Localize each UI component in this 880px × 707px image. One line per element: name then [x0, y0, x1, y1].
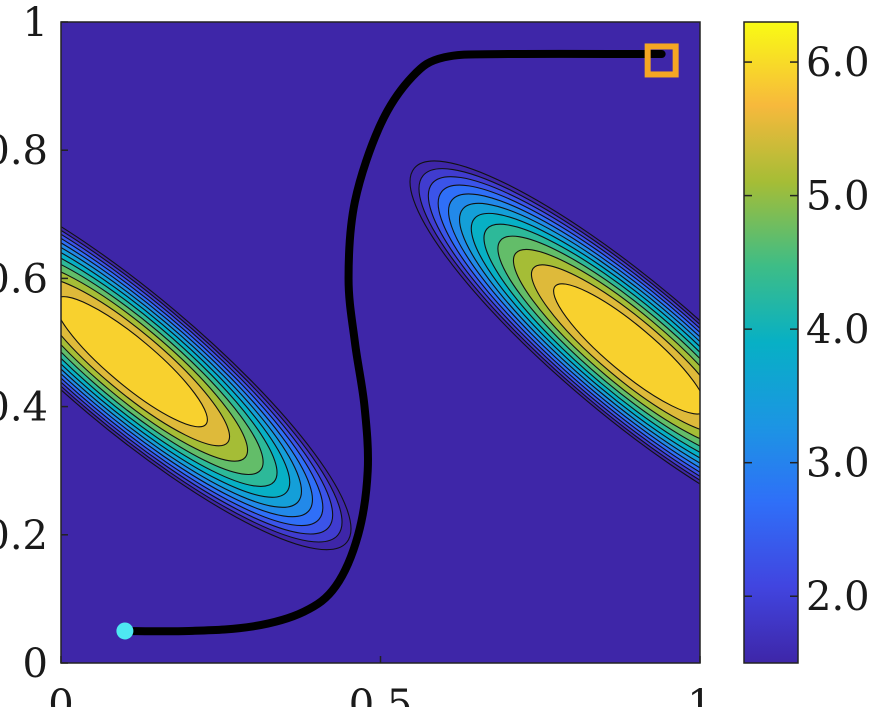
end-marker [644, 43, 679, 78]
x-tick-label: 0.5 [349, 682, 413, 707]
contour-level-0-11 [61, 296, 208, 428]
contour-level-1-11 [553, 283, 700, 415]
colorbar-tick-label: 4.0 [806, 307, 870, 353]
optimal-path-line [120, 49, 666, 636]
colorbar-tick-label: 3.0 [806, 441, 870, 487]
path-layer [120, 49, 666, 636]
y-tick-label: 0.2 [0, 513, 48, 559]
colorbar-tick-label: 5.0 [806, 174, 870, 220]
start-marker [116, 622, 134, 640]
colorbar-tick-label: 6.0 [806, 40, 870, 86]
colorbar-ticks: 2.0 3.0 4.0 5.0 6.0 [744, 40, 870, 620]
y-tick-label: 0 [23, 641, 48, 687]
x-tick-label: 1 [687, 682, 712, 707]
plot-area [60, 21, 701, 664]
colorbar: 2.0 3.0 4.0 5.0 6.0 [743, 21, 870, 664]
y-tick-label: 0.8 [0, 128, 48, 174]
x-axis-ticks: 0 0.5 1 [48, 656, 713, 707]
y-tick-label: 0.4 [0, 385, 48, 431]
y-tick-label: 0.6 [0, 256, 48, 302]
colorbar-gradient [743, 21, 799, 664]
y-axis-ticks: 0 0.2 0.4 0.6 0.8 1 [0, 0, 68, 687]
x-tick-label: 0 [48, 682, 73, 707]
contour-layer [61, 160, 700, 551]
colorbar-tick-label: 2.0 [806, 574, 870, 620]
y-tick-label: 1 [23, 0, 48, 46]
